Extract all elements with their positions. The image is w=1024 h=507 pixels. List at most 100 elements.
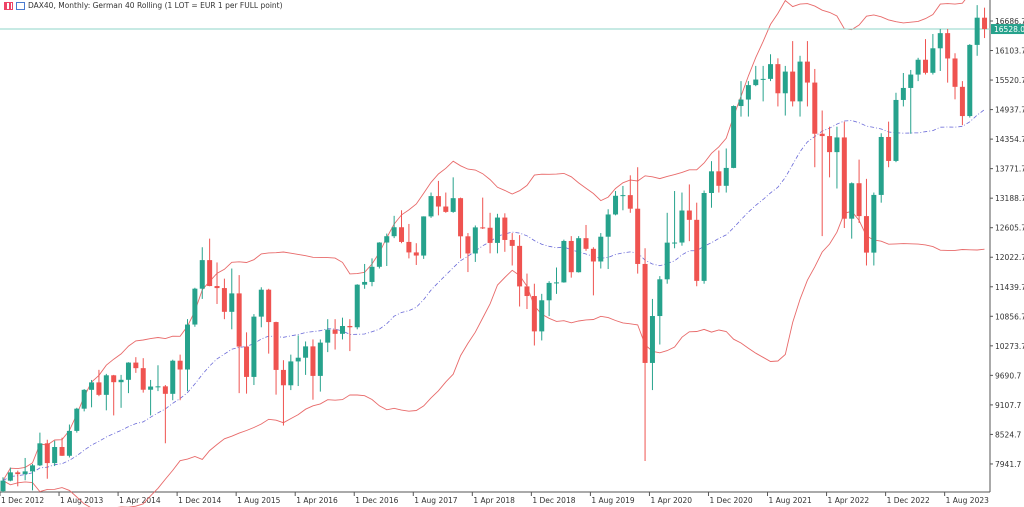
bullish-candle: [760, 78, 766, 80]
bullish-candle: [450, 198, 456, 212]
y-tick-label: 15520.7: [995, 76, 1024, 85]
bearish-candle: [332, 329, 338, 334]
bullish-candle: [421, 216, 427, 256]
bearish-candle: [775, 64, 781, 94]
bearish-candle: [406, 241, 412, 253]
bearish-candle: [531, 296, 537, 332]
bullish-candle: [170, 360, 176, 394]
bullish-candle: [539, 300, 545, 332]
chart-grid-icon[interactable]: [4, 1, 13, 10]
bullish-candle: [849, 183, 855, 219]
bearish-candle: [347, 326, 353, 328]
bullish-candle: [30, 465, 36, 472]
bullish-candle: [701, 192, 707, 281]
bearish-candle: [236, 293, 242, 347]
bullish-candle: [878, 136, 884, 195]
bearish-candle: [399, 227, 405, 242]
bullish-candle: [81, 389, 87, 409]
bullish-candle: [598, 236, 604, 262]
bollinger-lower-band: [2, 210, 985, 507]
y-tick-label: 13771.7: [995, 165, 1024, 174]
x-tick-label: 1 Apr 2016: [296, 496, 338, 505]
bullish-candle: [52, 447, 58, 464]
bearish-candle: [642, 263, 648, 363]
y-tick-label: 9107.7: [995, 401, 1021, 410]
bullish-candle: [649, 316, 655, 363]
bullish-candle: [185, 324, 190, 370]
bearish-candle: [945, 33, 951, 59]
bearish-candle: [982, 17, 988, 30]
bullish-candle: [576, 238, 582, 273]
bullish-candle: [664, 242, 670, 280]
bullish-candle: [354, 284, 360, 328]
bullish-candle: [672, 242, 678, 244]
chart-title: DAX40, Monthly: German 40 Rolling (1 LOT…: [28, 1, 283, 10]
bollinger-upper-band: [2, 0, 966, 481]
y-tick-label: 13188.7: [995, 194, 1024, 203]
bearish-candle: [819, 133, 825, 137]
bearish-candle: [886, 136, 892, 161]
bearish-candle: [133, 362, 139, 369]
bearish-candle: [413, 252, 419, 256]
bullish-candle: [613, 195, 619, 215]
bearish-candle: [524, 286, 530, 297]
y-tick-label: 9690.7: [995, 371, 1021, 380]
chart-title-bar: DAX40, Monthly: German 40 Rolling (1 LOT…: [4, 1, 283, 10]
bullish-candle: [605, 214, 611, 237]
bullish-candle: [258, 289, 264, 317]
bullish-candle: [155, 386, 161, 388]
bearish-candle: [266, 289, 272, 323]
bearish-candle: [458, 198, 464, 237]
bullish-candle: [369, 266, 375, 282]
bearish-candle: [804, 61, 810, 83]
bullish-candle: [782, 71, 788, 94]
bullish-candle: [103, 375, 109, 395]
bullish-candle: [22, 471, 28, 475]
bearish-candle: [111, 375, 117, 383]
bearish-candle: [856, 183, 862, 217]
bullish-candle: [317, 342, 323, 376]
y-tick-label: 10856.7: [995, 312, 1024, 321]
bullish-candle: [428, 196, 434, 217]
x-tick-label: 1 Aug 2019: [591, 496, 634, 505]
x-tick-label: 1 Aug 2013: [60, 496, 103, 505]
bullish-candle: [657, 279, 663, 317]
x-tick-label: 1 Apr 2018: [473, 496, 515, 505]
x-tick-label: 1 Dec 2014: [178, 496, 221, 505]
bearish-candle: [465, 236, 471, 254]
bearish-candle: [509, 239, 515, 246]
bullish-candle: [930, 48, 936, 73]
bullish-candle: [199, 260, 205, 289]
bullish-candle: [74, 408, 80, 431]
bearish-candle: [15, 472, 21, 475]
indicator-icon[interactable]: [16, 1, 25, 10]
bullish-candle: [900, 87, 906, 100]
bearish-candle: [686, 210, 692, 220]
bearish-candle: [568, 240, 574, 273]
bearish-candle: [790, 71, 796, 102]
bearish-candle: [207, 260, 213, 287]
bearish-candle: [627, 195, 633, 209]
bullish-candle: [288, 361, 294, 386]
bullish-candle: [37, 443, 43, 466]
bullish-candle: [967, 44, 973, 117]
y-tick-label: 7941.7: [995, 460, 1021, 469]
bullish-candle: [915, 59, 921, 75]
x-tick-label: 1 Aug 2023: [946, 496, 989, 505]
y-tick-label: 11439.7: [995, 283, 1024, 292]
bearish-candle: [863, 216, 869, 253]
bearish-candle: [923, 59, 928, 73]
bullish-candle: [192, 288, 198, 325]
bullish-candle: [723, 167, 729, 186]
bearish-candle: [502, 217, 508, 240]
y-tick-label: 16103.7: [995, 47, 1024, 56]
bearish-candle: [162, 386, 168, 394]
y-tick-label: 16686.7: [995, 17, 1024, 26]
bullish-candle: [376, 242, 382, 267]
x-tick-label: 1 Aug 2017: [414, 496, 457, 505]
bearish-candle: [59, 447, 65, 456]
bullish-candle: [66, 430, 72, 456]
x-tick-label: 1 Dec 2016: [355, 496, 398, 505]
bullish-candle: [908, 74, 914, 88]
